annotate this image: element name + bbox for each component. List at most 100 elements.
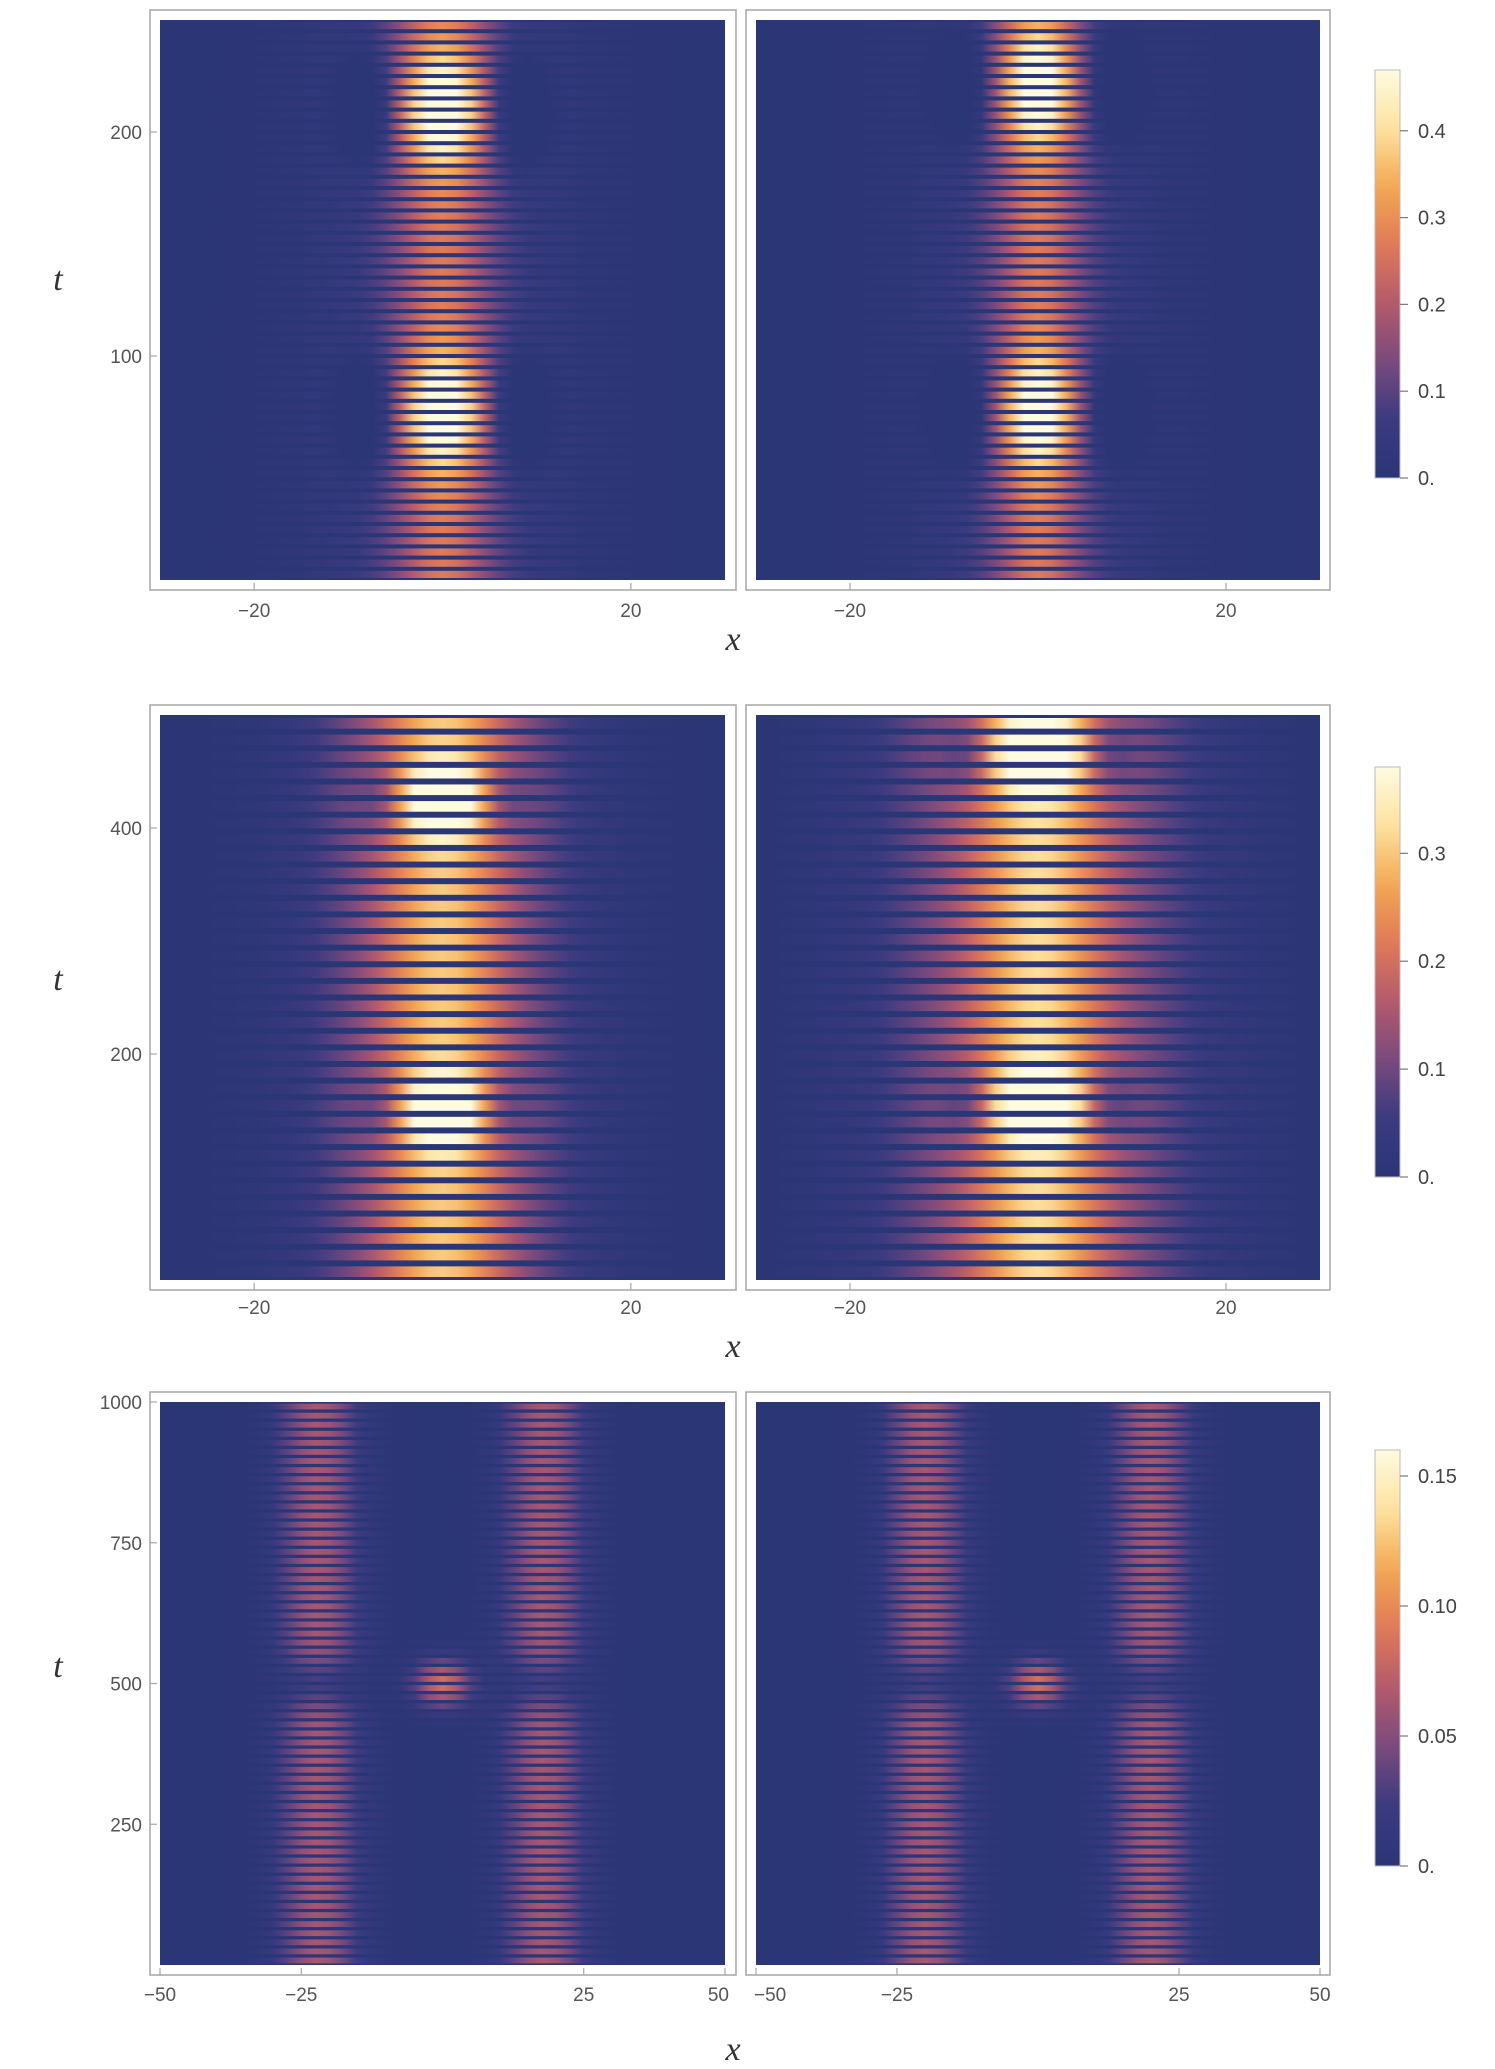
panel-row3-right: −50 −25 25 50 0. 0.05 0.10 0.15 [745, 1391, 1457, 2006]
heatmap-stripe [756, 1567, 1320, 1573]
heatmap-stripe [756, 801, 1320, 812]
x-axis-label: x [724, 1328, 740, 1365]
heatmap-stripe [160, 212, 725, 220]
heatmap-stripe [160, 1521, 725, 1528]
heatmap-stripe [756, 950, 1320, 962]
heatmap-stripe [756, 850, 1320, 862]
x-tick-label: 20 [1215, 1298, 1236, 1319]
heatmap-stripe [756, 470, 1320, 478]
colorbar-tick-label: 0. [1418, 1167, 1435, 1189]
heatmap-stripe [160, 167, 725, 175]
heatmap-stripe [160, 1893, 725, 1900]
heatmap-stripe [756, 201, 1320, 209]
panel-row1-right: −20 20 0. 0.1 0.2 0.3 0.4 [745, 9, 1446, 622]
heatmap-stripe [756, 1657, 1320, 1664]
heatmap-stripe [160, 470, 725, 478]
heatmap-stripe [160, 1485, 725, 1492]
heatmap-stripe [160, 33, 725, 41]
heatmap-stripe [160, 1948, 725, 1955]
heatmap-stripe [756, 369, 1320, 377]
heatmap-stripe [756, 1821, 1320, 1828]
heatmap-stripe [160, 290, 725, 298]
heatmap-stripe [756, 100, 1320, 108]
heatmap-stripe [756, 246, 1320, 254]
heatmap-stripe [756, 1494, 1320, 1501]
heatmap-stripe [160, 436, 725, 444]
heatmap-stripe [160, 1621, 725, 1628]
heatmap-stripe [756, 1930, 1320, 1937]
heatmap-stripe [160, 122, 725, 130]
heatmap-stripe [756, 134, 1320, 142]
y-tick-label: 750 [110, 1534, 142, 1555]
heatmap-stripe [756, 414, 1320, 422]
heatmap-stripe [160, 867, 725, 879]
heatmap-stripe [756, 1703, 1320, 1710]
heatmap-stripe [756, 734, 1320, 746]
heatmap-stripe [160, 1603, 725, 1610]
heatmap-stripe [160, 1050, 725, 1061]
heatmap-background [756, 715, 1320, 1280]
heatmap-stripe [160, 178, 725, 186]
heatmap-stripe [756, 1421, 1320, 1428]
heatmap-stripe [160, 900, 725, 912]
heatmap-stripe [160, 1630, 725, 1637]
heatmap-stripe [160, 1875, 725, 1882]
heatmap-stripe [756, 867, 1320, 879]
x-tick-label: −20 [238, 601, 270, 622]
heatmap-stripe [160, 44, 725, 52]
y-tick-label: 100 [110, 347, 142, 368]
heatmap-stripe [160, 279, 725, 287]
heatmap-stripe [756, 1621, 1320, 1628]
heatmap-stripe [756, 313, 1320, 321]
heatmap-stripe [160, 767, 725, 779]
heatmap-stripe [756, 1449, 1320, 1455]
heatmap-stripe [160, 1116, 725, 1128]
x-tick-label: 20 [1215, 601, 1236, 622]
x-tick-label: 25 [573, 1985, 594, 2006]
heatmap-stripe [160, 1739, 725, 1746]
y-axis-label: t [53, 261, 64, 298]
heatmap-stripe [756, 1739, 1320, 1746]
y-tick-label: 1000 [100, 1393, 142, 1414]
heatmap-stripe [756, 1539, 1320, 1546]
x-tick-label: −20 [834, 601, 866, 622]
heatmap-stripe [756, 1857, 1320, 1864]
heatmap-stripe [160, 257, 725, 265]
heatmap-stripe [756, 290, 1320, 298]
heatmap-stripe [756, 223, 1320, 231]
heatmap-stripe [160, 447, 725, 455]
heatmap-stripe [160, 1803, 725, 1809]
heatmap-stripe [160, 1439, 725, 1446]
heatmap-stripe [756, 402, 1320, 410]
heatmap-stripe [756, 1476, 1320, 1483]
heatmap-stripe [160, 1957, 725, 1964]
heatmap-stripe [160, 223, 725, 231]
heatmap-stripe [160, 1857, 725, 1864]
heatmap-stripe [756, 1603, 1320, 1610]
heatmap-stripe [160, 1000, 725, 1012]
heatmap-stripe [160, 1266, 725, 1278]
heatmap-stripe [160, 1757, 725, 1764]
heatmap-stripe [756, 1666, 1320, 1673]
panel-row3-left: −50 −25 25 50 250 500 750 1000 t x [53, 1391, 741, 2068]
heatmap-stripe [160, 1033, 725, 1045]
heatmap-stripe [756, 1576, 1320, 1582]
heatmap-stripe [756, 447, 1320, 455]
heatmap-stripe [756, 335, 1320, 343]
heatmap-stripe [756, 503, 1320, 511]
heatmap-stripe [756, 111, 1320, 119]
heatmap-stripe [756, 1839, 1320, 1846]
x-tick-label: 25 [1168, 1985, 1189, 2006]
heatmap-stripe [160, 1766, 725, 1773]
x-axis-label: x [724, 2031, 740, 2068]
x-tick-label: 50 [708, 1985, 729, 2006]
heatmap-stripe [756, 346, 1320, 354]
heatmap-stripe [756, 1558, 1320, 1564]
heatmap-stripe [756, 1639, 1320, 1646]
heatmap-stripe [756, 1083, 1320, 1095]
x-tick-label: −25 [881, 1985, 913, 2006]
heatmap-stripe [160, 1721, 725, 1728]
heatmap-stripe [160, 89, 725, 97]
heatmap-stripe [160, 1830, 725, 1837]
heatmap-stripe [160, 817, 725, 829]
